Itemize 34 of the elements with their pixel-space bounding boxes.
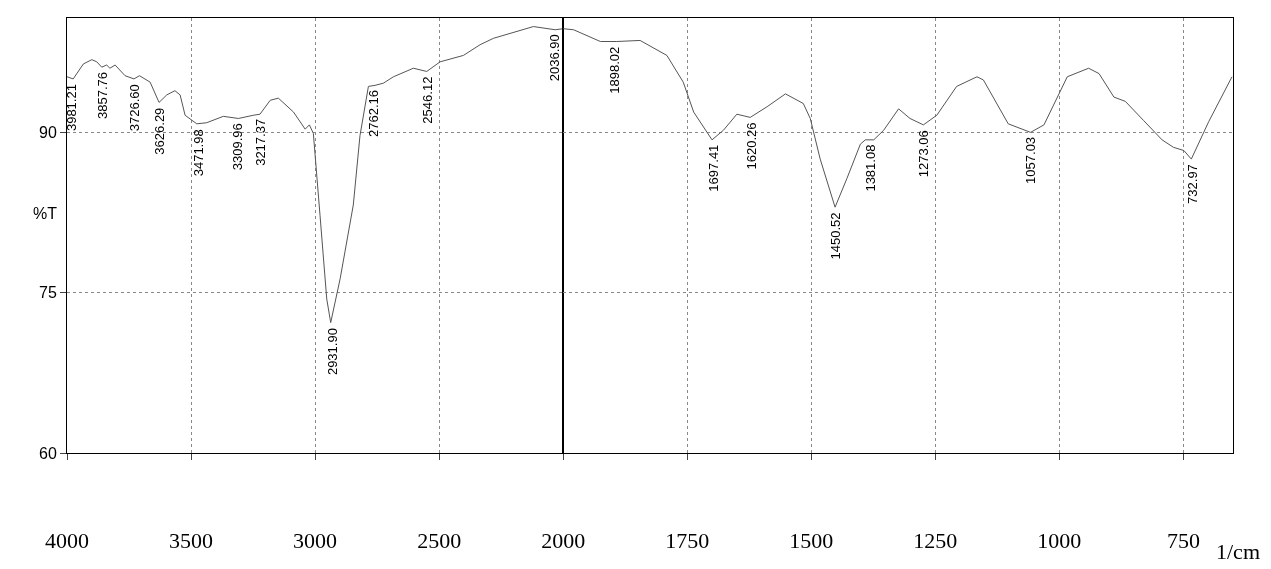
x-tick-label: 4000 [45, 528, 89, 554]
x-axis-title: 1/cm [1216, 539, 1260, 564]
y-tick-label: 90 [39, 123, 57, 141]
x-tick-label: 1250 [913, 528, 958, 554]
annotation: 2762.16 [366, 89, 382, 137]
annotation: 1273.06 [916, 130, 932, 178]
y-tick-label: 60 [39, 444, 57, 462]
annotation: 3726.60 [127, 84, 143, 132]
x-tick-label: 2500 [417, 528, 462, 554]
x-tick-label: 1750 [665, 528, 710, 554]
annotation: 2931.90 [324, 328, 340, 376]
x-tick-label: 2000 [541, 528, 586, 554]
x-tick-label: 1500 [789, 528, 834, 554]
x-tick-label: 750 [1166, 528, 1200, 554]
annotation: 2036.90 [546, 34, 562, 82]
annotation: 3471.98 [190, 129, 206, 177]
annotation: 1381.08 [862, 144, 878, 192]
annotation: 1620.26 [743, 122, 759, 170]
annotation: 732.97 [1184, 164, 1200, 204]
annotation: 3309.96 [230, 123, 246, 171]
annotation: 3857.76 [94, 71, 110, 119]
annotation: 3626.29 [151, 107, 167, 155]
annotation: 1898.02 [606, 46, 622, 94]
x-tick-label: 1000 [1037, 528, 1082, 554]
x-tick-label: 3500 [169, 528, 214, 554]
annotation: 3981.21 [64, 84, 80, 132]
y-axis-title: %T [33, 205, 58, 222]
annotation: 3217.37 [253, 118, 269, 166]
x-tick-label: 3000 [293, 528, 338, 554]
annotation: 1057.03 [1023, 136, 1039, 184]
annotation: 1450.52 [828, 212, 844, 260]
annotation: 2546.12 [419, 76, 435, 124]
annotation: 1697.41 [705, 144, 721, 192]
y-tick-label: 75 [39, 284, 57, 302]
